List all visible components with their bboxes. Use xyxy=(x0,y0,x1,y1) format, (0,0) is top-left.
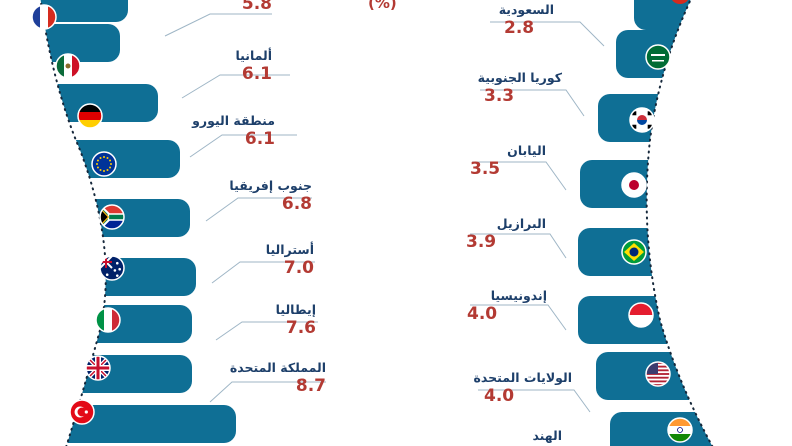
country-value: 3.5 xyxy=(470,159,501,179)
country-value: 5.8 xyxy=(241,0,272,14)
leader-line xyxy=(490,21,605,47)
right-entry-7: الهند xyxy=(412,428,562,444)
country-value: 4.0 xyxy=(467,304,498,324)
flag-partial-icon xyxy=(672,0,688,4)
mexico-flag-icon-ring xyxy=(55,53,81,79)
japan-flag-icon-ring xyxy=(621,172,647,198)
italy-flag-icon-ring xyxy=(95,307,121,333)
left-entry-5: أستراليا 7.0 xyxy=(164,242,314,278)
leader-line xyxy=(480,89,585,117)
india-flag-icon-ring xyxy=(667,417,693,443)
left-entry-1: 5.8 xyxy=(122,0,272,14)
south-africa-flag-icon-ring xyxy=(99,204,125,230)
left-entry-4: جنوب إفريقيا 6.8 xyxy=(162,178,312,214)
country-name: كوريا الجنوبية xyxy=(477,70,562,85)
india-flag-icon xyxy=(668,418,692,442)
right-entry-5: إندونيسيا 4.0 xyxy=(397,288,547,324)
leader-line xyxy=(209,381,326,403)
country-name: أستراليا xyxy=(265,242,314,257)
country-value: 3.9 xyxy=(466,232,497,252)
leader-line xyxy=(189,134,297,158)
right-entry-3: اليابان 3.5 xyxy=(396,143,546,179)
right-entry-1: السعودية 2.8 xyxy=(404,2,554,38)
country-value: 8.7 xyxy=(295,376,326,396)
country-name: منطقة اليورو xyxy=(192,113,275,128)
south-africa-flag-icon xyxy=(100,205,124,229)
leader-line xyxy=(181,74,290,99)
country-value: 4.0 xyxy=(484,386,515,406)
leader-line xyxy=(215,321,318,341)
leader-line xyxy=(164,13,272,37)
country-name: ألمانيا xyxy=(235,48,272,63)
country-value: 6.1 xyxy=(244,129,275,149)
italy-flag-icon xyxy=(96,308,120,332)
left-entry-7: المملكة المتحدة 8.7 xyxy=(176,360,326,396)
leader-line xyxy=(470,304,567,331)
country-name: جنوب إفريقيا xyxy=(229,178,312,193)
leader-line xyxy=(470,233,567,259)
turkey-flag-icon-ring xyxy=(69,399,95,425)
left-entry-3: منطقة اليورو 6.1 xyxy=(125,113,275,149)
right-entry-4: البرازيل 3.9 xyxy=(396,216,546,252)
country-value: 2.8 xyxy=(504,18,535,38)
right-entry-2: كوريا الجنوبية 3.3 xyxy=(412,70,562,106)
country-value: 6.1 xyxy=(241,64,272,84)
country-name: إندونيسيا xyxy=(490,288,547,303)
right-arc-mask xyxy=(646,0,792,446)
country-value: 6.8 xyxy=(281,194,312,214)
left-arc xyxy=(39,0,107,446)
eu-flag-icon-ring xyxy=(91,151,117,177)
saudi-flag-icon-ring xyxy=(645,44,671,70)
left-entry-2: ألمانيا 6.1 xyxy=(122,48,272,84)
indonesia-flag-icon xyxy=(629,303,653,327)
country-name: اليابان xyxy=(507,143,546,158)
country-value: 7.0 xyxy=(283,258,314,278)
south-korea-flag-icon-ring xyxy=(629,107,655,133)
france-flag-icon-ring xyxy=(31,4,57,30)
mexico-flag-icon xyxy=(56,54,80,78)
header-unit-fragment: (%) xyxy=(368,0,397,12)
leader-line xyxy=(211,261,315,284)
brazil-flag-icon-ring xyxy=(621,239,647,265)
germany-flag-icon xyxy=(78,104,102,128)
uk-flag-icon-ring xyxy=(85,355,111,381)
germany-flag-icon-ring xyxy=(77,103,103,129)
usa-flag-icon-ring xyxy=(645,361,671,387)
country-name: الولايات المتحدة xyxy=(473,370,573,385)
country-name: المملكة المتحدة xyxy=(229,360,326,375)
france-flag-icon xyxy=(32,5,56,29)
right-entry-6: الولايات المتحدة 4.0 xyxy=(422,370,573,406)
country-value: 7.6 xyxy=(285,318,316,338)
left-arc-mask xyxy=(0,0,106,446)
country-name: إيطاليا xyxy=(275,302,316,317)
indonesia-flag-icon-ring xyxy=(628,302,654,328)
left-entry-6: إيطاليا 7.6 xyxy=(166,302,316,338)
australia-flag-icon-ring xyxy=(99,255,125,281)
leader-line xyxy=(205,197,312,222)
country-name: البرازيل xyxy=(496,216,546,231)
leader-line xyxy=(472,161,567,191)
country-name: الهند xyxy=(532,428,562,443)
leader-line xyxy=(478,389,591,413)
country-name: السعودية xyxy=(498,2,554,17)
country-value: 3.3 xyxy=(484,86,515,106)
